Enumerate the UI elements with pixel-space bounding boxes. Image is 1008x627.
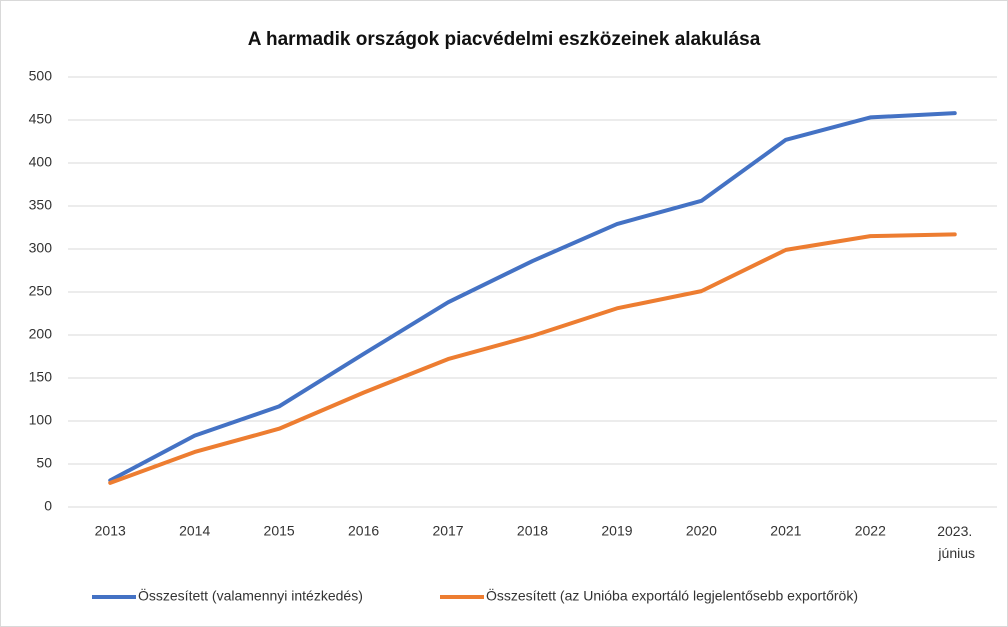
line: [108, 111, 957, 483]
x-tick-label: 2017: [432, 523, 463, 539]
x-tick-label: 2020: [686, 523, 717, 539]
x-tick-label: 2022: [855, 523, 886, 539]
legend-label: Összesített (valamennyi intézkedés): [138, 587, 363, 604]
chart-title: A harmadik országok piacvédelmi eszközei…: [248, 29, 761, 50]
y-tick-label: 50: [36, 455, 52, 471]
x-tick-label: 2014: [179, 523, 210, 539]
x-tick-label: 2018: [517, 523, 548, 539]
y-tick-label: 450: [29, 111, 53, 127]
x-tick-label: 2013: [95, 523, 126, 539]
y-tick-label: 300: [29, 240, 53, 256]
y-tick-label: 400: [29, 154, 53, 170]
x-tick-label: 2019: [601, 523, 632, 539]
y-tick-label: 350: [29, 197, 53, 213]
legend-label: Összesített (az Unióba exportáló legjele…: [486, 587, 858, 604]
y-tick-label: 250: [29, 283, 53, 299]
x-tick-label: 2023. június: [935, 523, 975, 561]
y-tick-label: 100: [29, 412, 53, 428]
x-tick-label: 2015: [264, 523, 295, 539]
line: [108, 232, 957, 485]
y-tick-label: 150: [29, 369, 53, 385]
y-tick-label: 200: [29, 326, 53, 342]
y-tick-label: 500: [29, 68, 53, 84]
x-tick-label: 2021: [770, 523, 801, 539]
x-tick-label: 2016: [348, 523, 379, 539]
y-tick-label: 0: [44, 498, 52, 514]
